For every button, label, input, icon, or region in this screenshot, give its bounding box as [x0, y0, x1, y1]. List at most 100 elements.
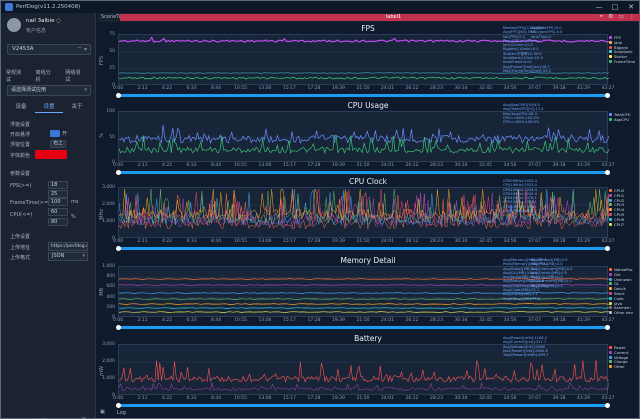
location-icon[interactable]: ⌖: [599, 13, 603, 20]
x-tick-label: 0:00: [112, 163, 124, 168]
log-toggle-icon[interactable]: ▣: [100, 409, 105, 415]
scene-tab[interactable]: SceneTab: [101, 14, 125, 20]
legend-item[interactable]: CPU0: [609, 188, 624, 194]
layout-icon[interactable]: ▭: [618, 13, 624, 20]
legend-item[interactable]: BigJank: [609, 45, 635, 51]
legend-item[interactable]: CPU2: [609, 198, 624, 204]
log-label[interactable]: Log: [117, 410, 126, 416]
legend-item[interactable]: Power: [609, 345, 628, 351]
legend-item[interactable]: Current: [609, 350, 628, 356]
plot-area[interactable]: [118, 266, 609, 317]
legend-item[interactable]: Stack: [609, 291, 633, 297]
legend-item[interactable]: Ashmem: [609, 305, 633, 311]
legend-swatch: [609, 203, 612, 207]
legend-swatch: [609, 40, 612, 44]
legend-item[interactable]: Java: [609, 301, 633, 307]
time-range-slider[interactable]: [116, 93, 610, 98]
legend-item[interactable]: CPU1: [609, 193, 624, 199]
cpu-threshold-input-2[interactable]: 80: [48, 218, 68, 226]
y-tick-label: 25: [109, 66, 115, 71]
legend-label: Other: [614, 364, 625, 370]
legend-item[interactable]: CPU5: [609, 212, 624, 218]
legend-item[interactable]: Gfx: [609, 272, 633, 278]
tab-network-test[interactable]: 网络测试: [65, 70, 81, 83]
x-tick-label: 15:17: [283, 86, 296, 91]
maximize-button[interactable]: □: [611, 3, 619, 11]
tab-device[interactable]: 设备: [15, 104, 27, 110]
time-range-slider[interactable]: [116, 170, 610, 175]
y-tick-label: 3,000: [102, 342, 115, 347]
series-cpu-clock-5: [119, 188, 609, 220]
plot-area[interactable]: [118, 111, 609, 162]
tab-normal-test[interactable]: 常规测试: [6, 70, 22, 83]
device-selector[interactable]: V2453A ⌔ ▾: [7, 44, 91, 55]
tab-about[interactable]: 关于: [71, 104, 83, 110]
avatar[interactable]: [7, 18, 21, 32]
fps-threshold-input-2[interactable]: 25: [48, 190, 68, 198]
font-color-swatch[interactable]: [35, 150, 67, 159]
x-tick-label: 19:39: [332, 318, 345, 323]
legend-item[interactable]: CPU4: [609, 207, 624, 213]
upload-format-select[interactable]: JSON ▾: [48, 252, 88, 261]
minimize-button[interactable]: —: [595, 3, 603, 11]
time-range-slider[interactable]: [116, 403, 610, 408]
plot-area[interactable]: [118, 344, 609, 395]
legend-item[interactable]: Charge: [609, 359, 628, 365]
plot-area[interactable]: [118, 34, 609, 85]
legend-item[interactable]: Other: [609, 364, 628, 370]
legend-item[interactable]: TotalCPU: [609, 112, 631, 118]
stat-line: Avg(Ashmem)[MB]:0.0: [531, 279, 572, 284]
x-tick-label: 39:18: [552, 318, 566, 323]
time-range-slider[interactable]: [116, 325, 610, 330]
collapse-sidebar-icon[interactable]: «: [81, 414, 86, 419]
stat-line: Max(AppCPU):26.3: [503, 111, 537, 116]
legend-swatch: [609, 287, 612, 291]
tab-settings[interactable]: 设置: [35, 102, 63, 113]
legend-item[interactable]: CPU6: [609, 217, 624, 223]
legend-item[interactable]: Dalvik: [609, 286, 633, 292]
legend-item[interactable]: FrameTime: [609, 59, 635, 65]
x-tick-label: 2:11: [137, 396, 148, 401]
legend-item[interactable]: FPS: [609, 35, 635, 41]
x-tick-label: 34:56: [503, 318, 517, 323]
summary-stats-2: Avg(JankFPS):0.0 Max(JankFPS):0.0 JankTime…: [531, 26, 562, 39]
y-tick-label: 400: [106, 294, 115, 300]
chevron-down-icon: ▾: [82, 253, 85, 259]
legend-item[interactable]: Stutter: [609, 54, 635, 60]
legend-item[interactable]: NativePss: [609, 267, 633, 273]
open-float-toggle[interactable]: [50, 130, 60, 137]
legend-swatch: [609, 350, 612, 354]
user-info[interactable]: nail 3albie ◌ 帐户信息: [1, 13, 95, 37]
legend-item[interactable]: Other dev: [609, 310, 633, 316]
plot-area[interactable]: [118, 187, 609, 238]
legend-item[interactable]: Code: [609, 295, 633, 302]
legend-item[interactable]: SmallJank: [609, 49, 635, 55]
close-button[interactable]: ✕: [628, 3, 634, 11]
legend-item[interactable]: CPU7: [609, 222, 624, 228]
stat-line: CPU2(MHz):1204.4: [503, 187, 537, 192]
fps-threshold-input[interactable]: 18: [48, 181, 68, 189]
legend-item[interactable]: Jank: [609, 40, 635, 46]
legend-item[interactable]: GL: [609, 281, 633, 287]
time-range-slider[interactable]: [116, 246, 610, 251]
legend-item[interactable]: Unknown: [609, 277, 633, 283]
more-icon[interactable]: ⋮: [629, 13, 635, 20]
legend-item[interactable]: CPU3: [609, 202, 624, 208]
frametime-input[interactable]: 100: [48, 198, 68, 206]
app-selector[interactable]: 请选择测试应用 ▾: [7, 85, 91, 96]
float-position-select[interactable]: 右上: [50, 140, 66, 148]
label-bar[interactable]: label1: [120, 14, 640, 21]
legend-label: Power: [614, 345, 626, 350]
tab-offline-analysis[interactable]: 离线分析: [35, 70, 51, 83]
legend-label: Dalvik: [614, 286, 626, 292]
x-tick-label: 30:34: [454, 239, 468, 244]
cpu-threshold-input[interactable]: 60: [48, 208, 68, 216]
legend-label: SmallJank: [614, 49, 633, 55]
upload-address-input[interactable]: https://perfdog.q: [48, 242, 88, 251]
stat-line: Max(Power)[mW]:2640.6: [503, 348, 548, 353]
legend-label: Code: [614, 295, 624, 301]
legend-item[interactable]: Voltage: [609, 355, 628, 361]
legend-item[interactable]: AppCPU: [609, 117, 631, 123]
panel-fps: FPS FPS 75 50 25 0 Median(FPS)[120]:60.0 Avg(FP…: [97, 22, 639, 104]
settings-icon[interactable]: ⚙: [607, 13, 614, 20]
